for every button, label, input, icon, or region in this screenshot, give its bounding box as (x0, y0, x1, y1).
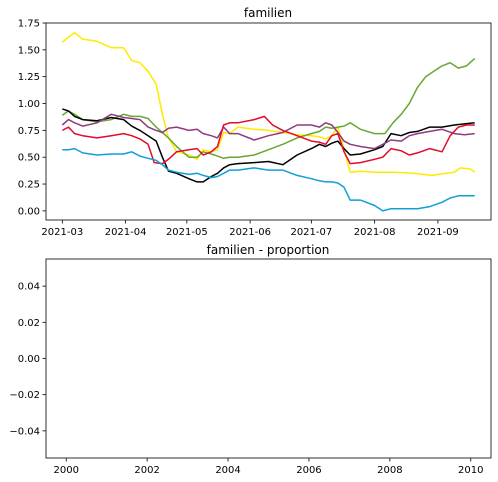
x-tick-label: 2021-06 (229, 227, 271, 238)
x-tick-label: 2002 (134, 465, 159, 476)
x-tick-label: 2010 (458, 465, 483, 476)
y-tick-label: 1.00 (18, 99, 40, 110)
x-tick-label: 2021-04 (105, 227, 147, 238)
y-tick-label: 1.25 (18, 72, 40, 83)
y-tick-label: −0.04 (9, 426, 40, 437)
x-tick-label: 2004 (215, 465, 240, 476)
y-tick-label: 1.50 (18, 45, 40, 56)
y-tick-label: 0.04 (18, 282, 40, 293)
y-tick-label: 0.50 (18, 153, 40, 164)
y-tick-label: 0.00 (18, 354, 40, 365)
x-tick-label: 2000 (54, 465, 79, 476)
y-tick-label: 0.02 (18, 318, 40, 329)
x-tick-label: 2021-07 (290, 227, 332, 238)
y-tick-label: −0.02 (9, 390, 40, 401)
x-tick-label: 2021-03 (41, 227, 83, 238)
x-tick-label: 2006 (296, 465, 321, 476)
y-tick-label: 1.75 (18, 19, 40, 30)
x-tick-label: 2021-09 (417, 227, 459, 238)
x-tick-label: 2021-08 (354, 227, 396, 238)
y-tick-label: 0.25 (18, 180, 40, 191)
x-tick-label: 2008 (377, 465, 402, 476)
top-chart-title: familien (244, 6, 292, 20)
x-tick-label: 2021-05 (166, 227, 208, 238)
bottom-chart-title: familien - proportion (207, 243, 330, 257)
y-tick-label: 0.00 (18, 206, 40, 217)
y-tick-label: 0.75 (18, 126, 40, 137)
